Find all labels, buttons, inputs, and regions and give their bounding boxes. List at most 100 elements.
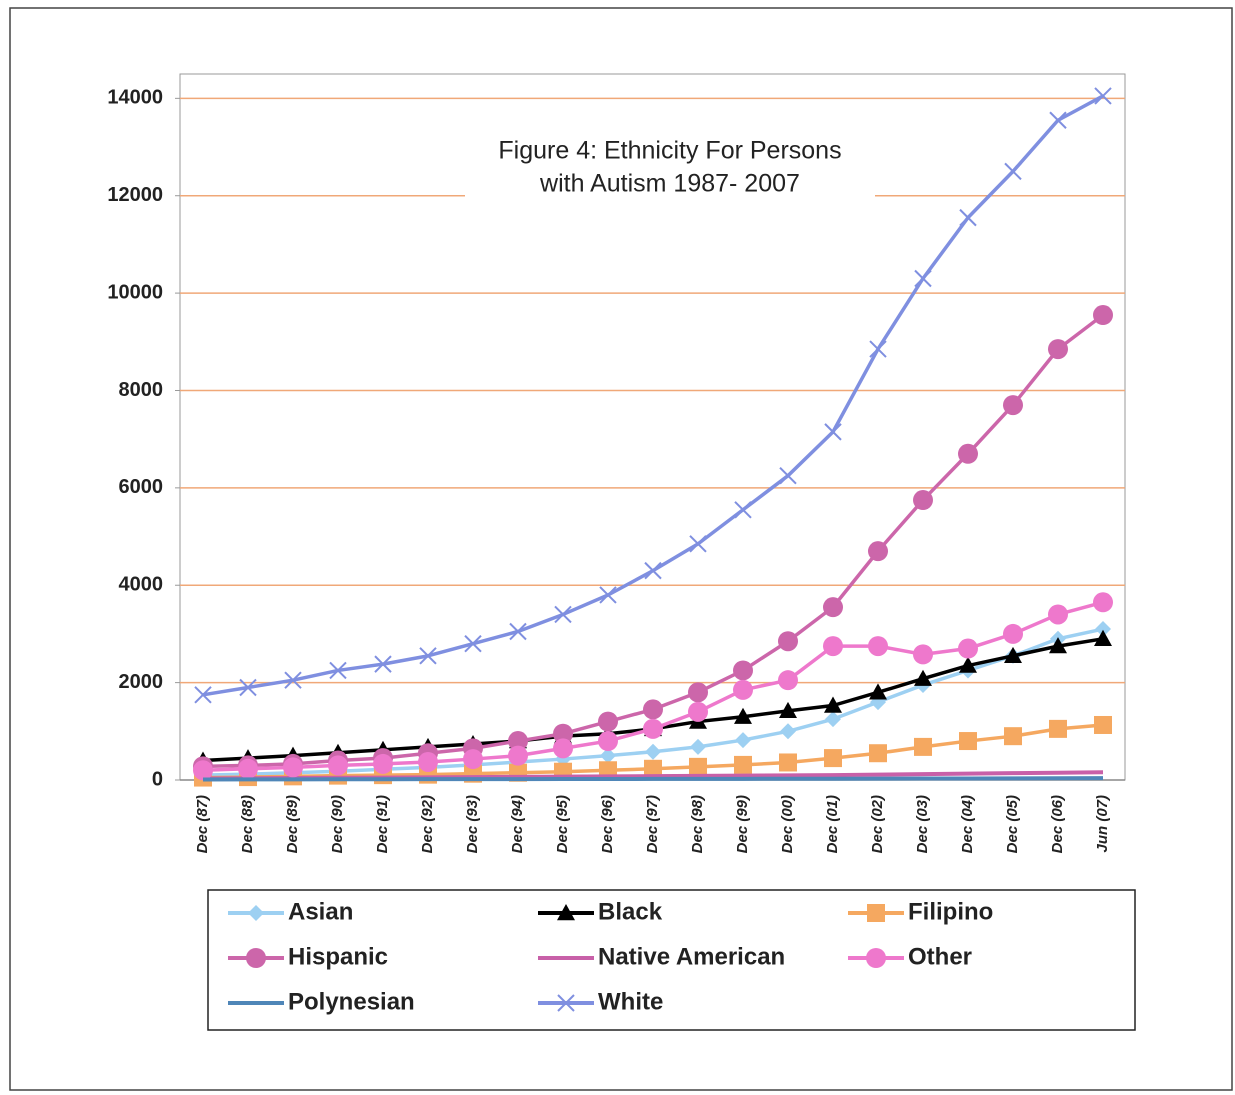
y-tick-label: 6000 (119, 476, 164, 498)
point (553, 738, 573, 759)
point (1093, 592, 1113, 613)
x-tick-label: Dec (92) (419, 795, 436, 853)
legend-label: Hispanic (288, 943, 388, 970)
y-tick-label: 14000 (107, 87, 163, 109)
point (688, 682, 708, 703)
point (1048, 604, 1068, 625)
point (1049, 111, 1067, 129)
point (1094, 715, 1112, 734)
point (824, 423, 842, 441)
point (959, 732, 977, 751)
point (1004, 727, 1022, 746)
point (733, 679, 753, 700)
point (959, 656, 977, 673)
y-tick-label: 2000 (119, 671, 164, 693)
point (778, 670, 798, 691)
legend-label: White (598, 988, 663, 1015)
point (824, 749, 842, 768)
point (780, 723, 796, 740)
point (1094, 629, 1112, 646)
point (914, 269, 932, 288)
point (238, 758, 258, 779)
point (689, 757, 707, 776)
legend-label: Native American (598, 943, 785, 970)
point (329, 661, 347, 680)
point (246, 948, 266, 968)
point (239, 678, 257, 697)
y-tick-label: 10000 (107, 281, 163, 303)
y-tick-label: 12000 (107, 184, 163, 206)
x-tick-label: Dec (06) (1049, 795, 1066, 853)
point (598, 731, 618, 752)
x-tick-label: Dec (93) (464, 795, 481, 853)
point (557, 994, 575, 1012)
point (1094, 87, 1112, 105)
legend-items: Asian Black Filipino Hispanic Native America… (228, 898, 993, 1015)
point (194, 686, 212, 704)
point (1004, 162, 1022, 181)
point (866, 948, 886, 968)
legend-label: Other (908, 943, 972, 970)
point (284, 671, 302, 689)
point (463, 749, 483, 770)
x-tick-label: Dec (88) (239, 795, 256, 853)
point (418, 751, 438, 772)
x-tick-label: Dec (04) (959, 795, 976, 853)
x-tick-label: Dec (00) (779, 795, 796, 853)
point (868, 541, 888, 562)
point (283, 757, 303, 778)
point (644, 561, 662, 580)
point (735, 732, 751, 749)
point (778, 631, 798, 652)
point (1003, 623, 1023, 644)
point (779, 466, 797, 485)
x-tick-label: Dec (90) (329, 795, 346, 853)
point (689, 535, 707, 553)
point (824, 696, 842, 713)
x-tick-label: Dec (96) (599, 795, 616, 853)
point (734, 707, 752, 724)
point (867, 904, 885, 922)
point (690, 738, 706, 755)
point (779, 701, 797, 719)
point (913, 490, 933, 511)
point (869, 744, 887, 763)
y-tick-label: 0 (152, 768, 163, 790)
point (1049, 719, 1067, 738)
point (734, 755, 752, 774)
point (643, 718, 663, 739)
point (374, 655, 392, 673)
point (825, 711, 841, 728)
point (958, 443, 978, 464)
point (958, 638, 978, 659)
point (509, 622, 527, 641)
legend-label: Filipino (908, 898, 993, 925)
point (1095, 621, 1111, 638)
point (1049, 637, 1067, 654)
point (733, 660, 753, 681)
y-tick-label: 4000 (119, 574, 164, 596)
x-tick-label: Dec (98) (689, 795, 706, 853)
point (869, 340, 887, 358)
point (1093, 305, 1113, 326)
point (1003, 395, 1023, 416)
point (248, 905, 264, 921)
point (557, 904, 575, 921)
series-line (202, 776, 1104, 782)
x-tick-label: Dec (05) (1004, 795, 1021, 853)
chart-title: with Autism 1987- 2007 (539, 170, 800, 198)
point (508, 745, 528, 766)
chart-title: Figure 4: Ethnicity For Persons (498, 137, 841, 165)
page-frame (9, 7, 1233, 1091)
title-box (465, 130, 875, 215)
point (643, 699, 663, 720)
x-tick-label: Dec (95) (554, 795, 571, 853)
point (779, 753, 797, 772)
x-tick-label: Dec (87) (194, 795, 211, 853)
point (1004, 646, 1022, 664)
x-tick-label: Jun (07) (1094, 795, 1111, 853)
point (373, 753, 393, 774)
x-tick-label: Dec (03) (914, 795, 931, 853)
